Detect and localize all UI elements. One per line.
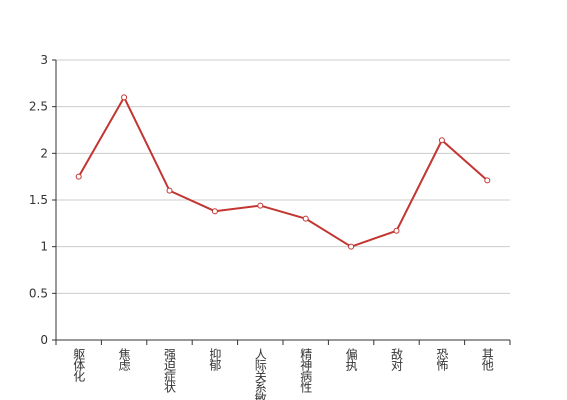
x-tick-label: 偏执 — [344, 347, 358, 372]
point — [348, 243, 355, 250]
y-tick-label: 1 — [40, 240, 48, 254]
y-tick-label: 0.5 — [29, 286, 48, 300]
x-tick-label: 敌对 — [390, 347, 404, 371]
point — [438, 137, 445, 144]
x-tick-label: 其他 — [480, 348, 494, 371]
x-tick-label: 抑郁 — [208, 347, 222, 372]
point — [121, 94, 128, 101]
y-tick-label: 2 — [40, 146, 48, 160]
x-tick-label: 恐怖 — [435, 348, 449, 371]
x-tick-label: 躯体化 — [72, 347, 86, 383]
y-tick-label: 3 — [40, 53, 48, 67]
x-tick-label: 人际关系敏感 — [253, 348, 267, 400]
point — [166, 187, 173, 194]
point — [484, 177, 491, 184]
point — [302, 215, 309, 222]
x-tick-label: 焦虑 — [117, 348, 131, 371]
point — [393, 227, 400, 234]
point — [75, 173, 82, 180]
x-tick-label: 精神病性 — [299, 348, 313, 394]
y-tick-label: 2.5 — [29, 100, 48, 114]
y-tick-label: 1.5 — [29, 193, 48, 207]
y-tick-label: 0 — [40, 333, 48, 347]
point — [211, 208, 218, 215]
x-tick-label: 强迫症状 — [163, 348, 177, 393]
point — [257, 202, 264, 209]
line — [77, 95, 488, 248]
